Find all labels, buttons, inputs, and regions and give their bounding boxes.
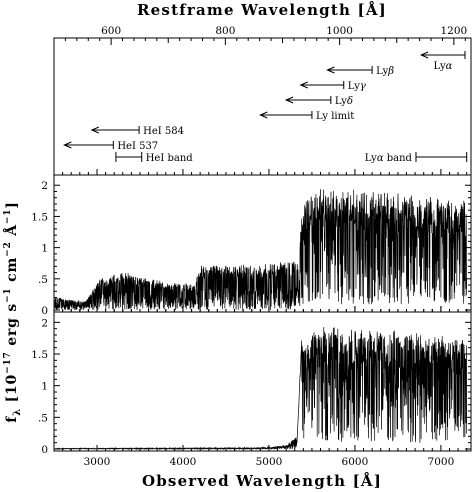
top-tick-label: 1200	[440, 25, 467, 37]
y-tick-label: 0	[41, 305, 48, 317]
annotation-label: Ly limit	[316, 111, 354, 122]
y-tick-label: 2	[41, 180, 48, 192]
spectrum-trace	[54, 189, 467, 311]
annotation-arrow: Lyα	[419, 51, 466, 72]
y-axis-title: fλ [10−17 erg s−1 cm−2 Å−1]	[2, 201, 23, 422]
annotation-label: Lyα band	[365, 153, 413, 164]
y-tick-label: .5	[38, 412, 48, 424]
annotation-arrow: Ly limit	[259, 111, 354, 122]
annotation-label: HeI band	[146, 153, 194, 164]
lower-spectrum-panel	[53, 311, 472, 452]
top-tick-labels: 600 800 1000 1200	[101, 25, 467, 37]
y-title-bracket: [10	[4, 374, 20, 408]
bottom-tick-label: 5000	[256, 456, 283, 468]
annotation-arrow: HeI 537	[63, 141, 158, 152]
annotation-label: Lyγ	[348, 81, 366, 92]
annotation-arrow: Lyγ	[299, 81, 366, 92]
y-title-exp17: −17	[3, 351, 13, 373]
bottom-tick-label: 6000	[342, 456, 369, 468]
annotation-arrow: HeI 584	[90, 126, 184, 137]
annotation-label: Lyδ	[335, 96, 353, 107]
annotation-label: Lyβ	[376, 66, 394, 77]
bottom-tick-label: 7000	[428, 456, 455, 468]
y-title-exp2: −2	[3, 241, 13, 256]
y-title-ang: Å	[2, 224, 20, 242]
y-tick-label: 1	[41, 243, 48, 255]
bottom-tick-label: 4000	[170, 456, 197, 468]
top-tick-label: 800	[215, 25, 235, 37]
y-tick-label: 1.5	[31, 211, 48, 223]
spectrum-lower	[54, 326, 467, 451]
y-title-exp1a: −1	[3, 288, 13, 303]
top-axis-title: Restframe Wavelength [Å]	[137, 1, 387, 19]
top-tick-label: 600	[101, 25, 121, 37]
y-title-erg: erg s	[4, 303, 20, 352]
y-title-f: f	[4, 416, 20, 423]
y-tick-label: 0	[41, 444, 48, 456]
bottom-tick-labels: 3000 4000 5000 6000 7000	[84, 456, 455, 468]
bottom-tick-label: 3000	[84, 456, 111, 468]
bottom-axis-title: Observed Wavelength [Å]	[142, 472, 382, 490]
band-marker: Lyα band	[365, 152, 468, 164]
y-tick-labels: 0.511.520.511.52	[31, 180, 48, 456]
y-tick-label: 1	[41, 381, 48, 393]
annotation-arrow: Lyδ	[284, 96, 353, 107]
y-title-cm: cm	[4, 257, 20, 288]
top-tick-label: 1000	[326, 25, 353, 37]
y-tick-label: 1.5	[31, 349, 48, 361]
spectrum-upper	[54, 189, 467, 311]
y-title-lambda: λ	[12, 408, 23, 416]
annotation-arrow: Lyβ	[326, 66, 394, 77]
y-tick-label: .5	[38, 274, 48, 286]
spectrum-trace	[54, 326, 467, 451]
y-title-close: ]	[4, 201, 20, 208]
y-title-exp1b: −1	[3, 209, 13, 224]
annotation-label: Lyα	[434, 61, 453, 72]
axis-ticks	[54, 38, 471, 451]
y-tick-label: 2	[41, 317, 48, 329]
annotation-label: HeI 537	[117, 141, 158, 152]
band-marker: HeI band	[115, 152, 194, 164]
annotation-label: HeI 584	[143, 126, 184, 137]
